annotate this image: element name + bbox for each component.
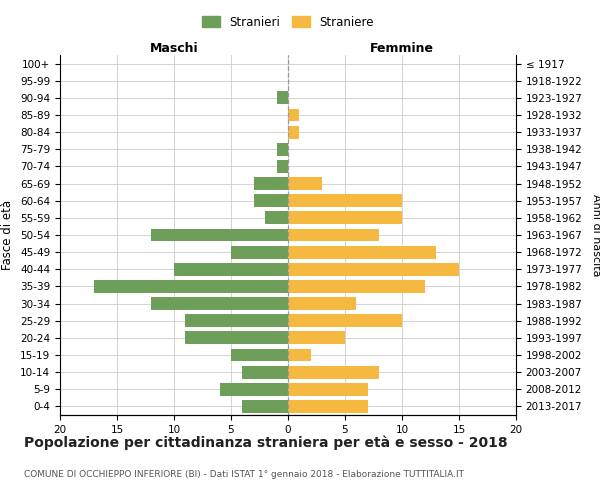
Bar bbox=[288, 366, 379, 378]
Bar bbox=[288, 212, 402, 224]
Bar bbox=[254, 177, 288, 190]
Bar bbox=[185, 332, 288, 344]
Bar bbox=[288, 348, 311, 362]
Bar bbox=[254, 194, 288, 207]
Bar bbox=[288, 177, 322, 190]
Bar bbox=[185, 314, 288, 327]
Bar bbox=[242, 400, 288, 413]
Bar bbox=[242, 366, 288, 378]
Bar bbox=[288, 126, 299, 138]
Bar bbox=[151, 297, 288, 310]
Bar bbox=[288, 263, 459, 276]
Bar bbox=[231, 246, 288, 258]
Text: Femmine: Femmine bbox=[370, 42, 434, 55]
Bar bbox=[288, 280, 425, 293]
Bar bbox=[277, 160, 288, 173]
Bar bbox=[288, 314, 402, 327]
Bar bbox=[288, 246, 436, 258]
Bar bbox=[174, 263, 288, 276]
Y-axis label: Fasce di età: Fasce di età bbox=[1, 200, 14, 270]
Bar bbox=[231, 348, 288, 362]
Bar bbox=[94, 280, 288, 293]
Legend: Stranieri, Straniere: Stranieri, Straniere bbox=[197, 11, 379, 34]
Bar bbox=[220, 383, 288, 396]
Bar bbox=[288, 332, 345, 344]
Bar bbox=[277, 92, 288, 104]
Bar bbox=[288, 383, 368, 396]
Bar bbox=[288, 400, 368, 413]
Bar bbox=[288, 297, 356, 310]
Bar bbox=[288, 228, 379, 241]
Bar bbox=[277, 143, 288, 156]
Bar bbox=[265, 212, 288, 224]
Text: COMUNE DI OCCHIEPPO INFERIORE (BI) - Dati ISTAT 1° gennaio 2018 - Elaborazione T: COMUNE DI OCCHIEPPO INFERIORE (BI) - Dat… bbox=[24, 470, 464, 479]
Bar bbox=[288, 108, 299, 122]
Y-axis label: Anni di nascita: Anni di nascita bbox=[591, 194, 600, 276]
Bar bbox=[288, 194, 402, 207]
Bar bbox=[151, 228, 288, 241]
Text: Maschi: Maschi bbox=[149, 42, 199, 55]
Text: Popolazione per cittadinanza straniera per età e sesso - 2018: Popolazione per cittadinanza straniera p… bbox=[24, 435, 508, 450]
